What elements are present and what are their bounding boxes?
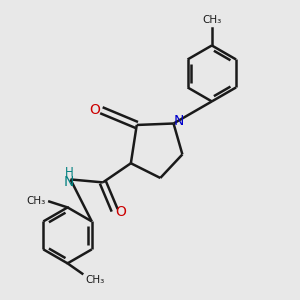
Text: CH₃: CH₃ <box>26 196 46 206</box>
Text: N: N <box>64 175 74 189</box>
Text: CH₃: CH₃ <box>202 16 221 26</box>
Text: N: N <box>174 114 184 128</box>
Text: O: O <box>89 103 100 117</box>
Text: H: H <box>65 167 74 179</box>
Text: O: O <box>116 205 127 219</box>
Text: CH₃: CH₃ <box>85 275 104 285</box>
